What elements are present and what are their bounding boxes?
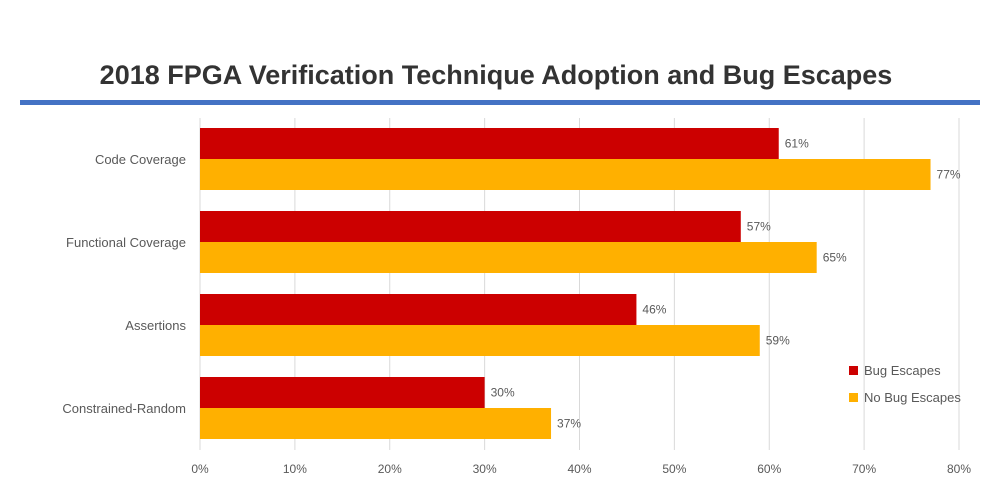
x-tick-label: 80% [947, 462, 971, 476]
category-label: Constrained-Random [62, 401, 186, 416]
x-tick-label: 50% [662, 462, 686, 476]
category-label: Functional Coverage [66, 235, 186, 250]
data-label: 37% [557, 417, 581, 431]
data-label: 61% [785, 137, 809, 151]
bar [200, 128, 779, 159]
x-axis-ticks: 0% 10% 20% 30% 40% 50% 60% 70% 80% [191, 462, 971, 476]
x-tick-label: 40% [567, 462, 591, 476]
legend: Bug Escapes No Bug Escapes [849, 363, 961, 405]
legend-swatch [849, 393, 858, 402]
legend-swatch [849, 366, 858, 375]
legend-label: Bug Escapes [864, 363, 941, 378]
x-tick-label: 70% [852, 462, 876, 476]
x-tick-label: 10% [283, 462, 307, 476]
chart-title: 2018 FPGA Verification Technique Adoptio… [99, 60, 893, 90]
bar [200, 408, 552, 439]
bar [200, 325, 760, 356]
bar [200, 242, 817, 273]
category-label: Code Coverage [95, 152, 186, 167]
bar [200, 294, 637, 325]
legend-label: No Bug Escapes [864, 390, 961, 405]
bar [200, 377, 485, 408]
x-tick-label: 30% [473, 462, 497, 476]
data-label: 77% [937, 168, 961, 182]
bars [200, 128, 931, 439]
title-divider [20, 100, 980, 105]
x-tick-label: 60% [757, 462, 781, 476]
bar [200, 159, 931, 190]
x-tick-label: 20% [378, 462, 402, 476]
data-labels: 61% 77% 57% 65% 46% 59% 30% 37% [491, 137, 961, 431]
data-label: 30% [491, 386, 515, 400]
bar [200, 211, 741, 242]
data-label: 57% [747, 220, 771, 234]
data-label: 46% [642, 303, 666, 317]
data-label: 65% [823, 251, 847, 265]
category-labels: Code Coverage Functional Coverage Assertio… [62, 152, 186, 416]
data-label: 59% [766, 334, 790, 348]
category-label: Assertions [125, 318, 186, 333]
x-tick-label: 0% [191, 462, 209, 476]
